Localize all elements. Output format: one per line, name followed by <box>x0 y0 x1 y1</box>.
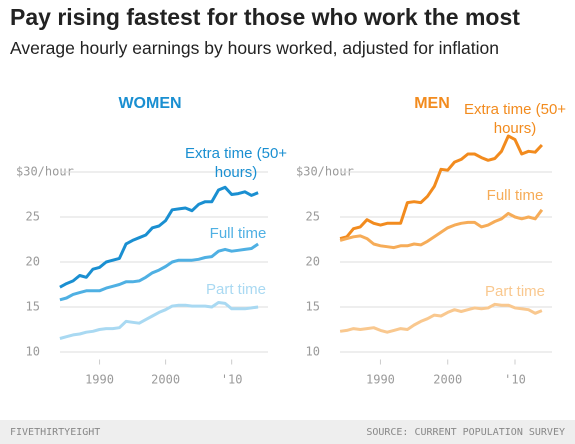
series-line <box>339 302 543 334</box>
panel-title: WOMEN <box>118 95 181 112</box>
subtitle: Average hourly earnings by hours worked,… <box>10 38 499 58</box>
series-label: Full time <box>486 187 544 204</box>
y-tick-label: $30/hour <box>16 165 74 179</box>
footer: FIVETHIRTYEIGHT SOURCE: CURRENT POPULATI… <box>0 420 575 444</box>
y-tick-label: 20 <box>26 255 40 269</box>
y-tick-label: 15 <box>26 300 40 314</box>
y-tick-label: 15 <box>306 300 320 314</box>
series-line <box>339 208 544 250</box>
series-label: Part time <box>484 283 545 300</box>
y-tick-label: 10 <box>26 345 40 359</box>
x-tick-label: '10 <box>221 373 243 387</box>
panel-title: MEN <box>414 95 450 112</box>
series-label: Full time <box>209 225 267 242</box>
x-tick-label: 2000 <box>433 373 462 387</box>
y-tick-label: 20 <box>306 255 320 269</box>
y-tick-label: 10 <box>306 345 320 359</box>
footer-source: SOURCE: CURRENT POPULATION SURVEY <box>366 427 565 438</box>
series-line <box>59 301 259 340</box>
x-tick-label: '10 <box>504 373 526 387</box>
series-label: Part time <box>205 281 266 298</box>
series-line <box>339 134 543 241</box>
x-tick-label: 1990 <box>85 373 114 387</box>
y-tick-label: 25 <box>26 210 40 224</box>
y-tick-label: 25 <box>306 210 320 224</box>
chart: WOMEN 10 15 20 25 $30/hour 1990 2000 '10 MEN 10 15 2… <box>16 95 552 387</box>
series-line <box>59 185 259 289</box>
title: Pay rising fastest for those who work th… <box>10 4 520 30</box>
series-label: Extra time (50+ hours) <box>463 101 567 137</box>
series-label: Extra time (50+ hours) <box>184 145 288 181</box>
series-line <box>59 242 259 302</box>
x-tick-label: 1990 <box>366 373 395 387</box>
y-tick-label: $30/hour <box>296 165 354 179</box>
x-tick-label: 2000 <box>151 373 180 387</box>
footer-brand: FIVETHIRTYEIGHT <box>10 427 101 438</box>
